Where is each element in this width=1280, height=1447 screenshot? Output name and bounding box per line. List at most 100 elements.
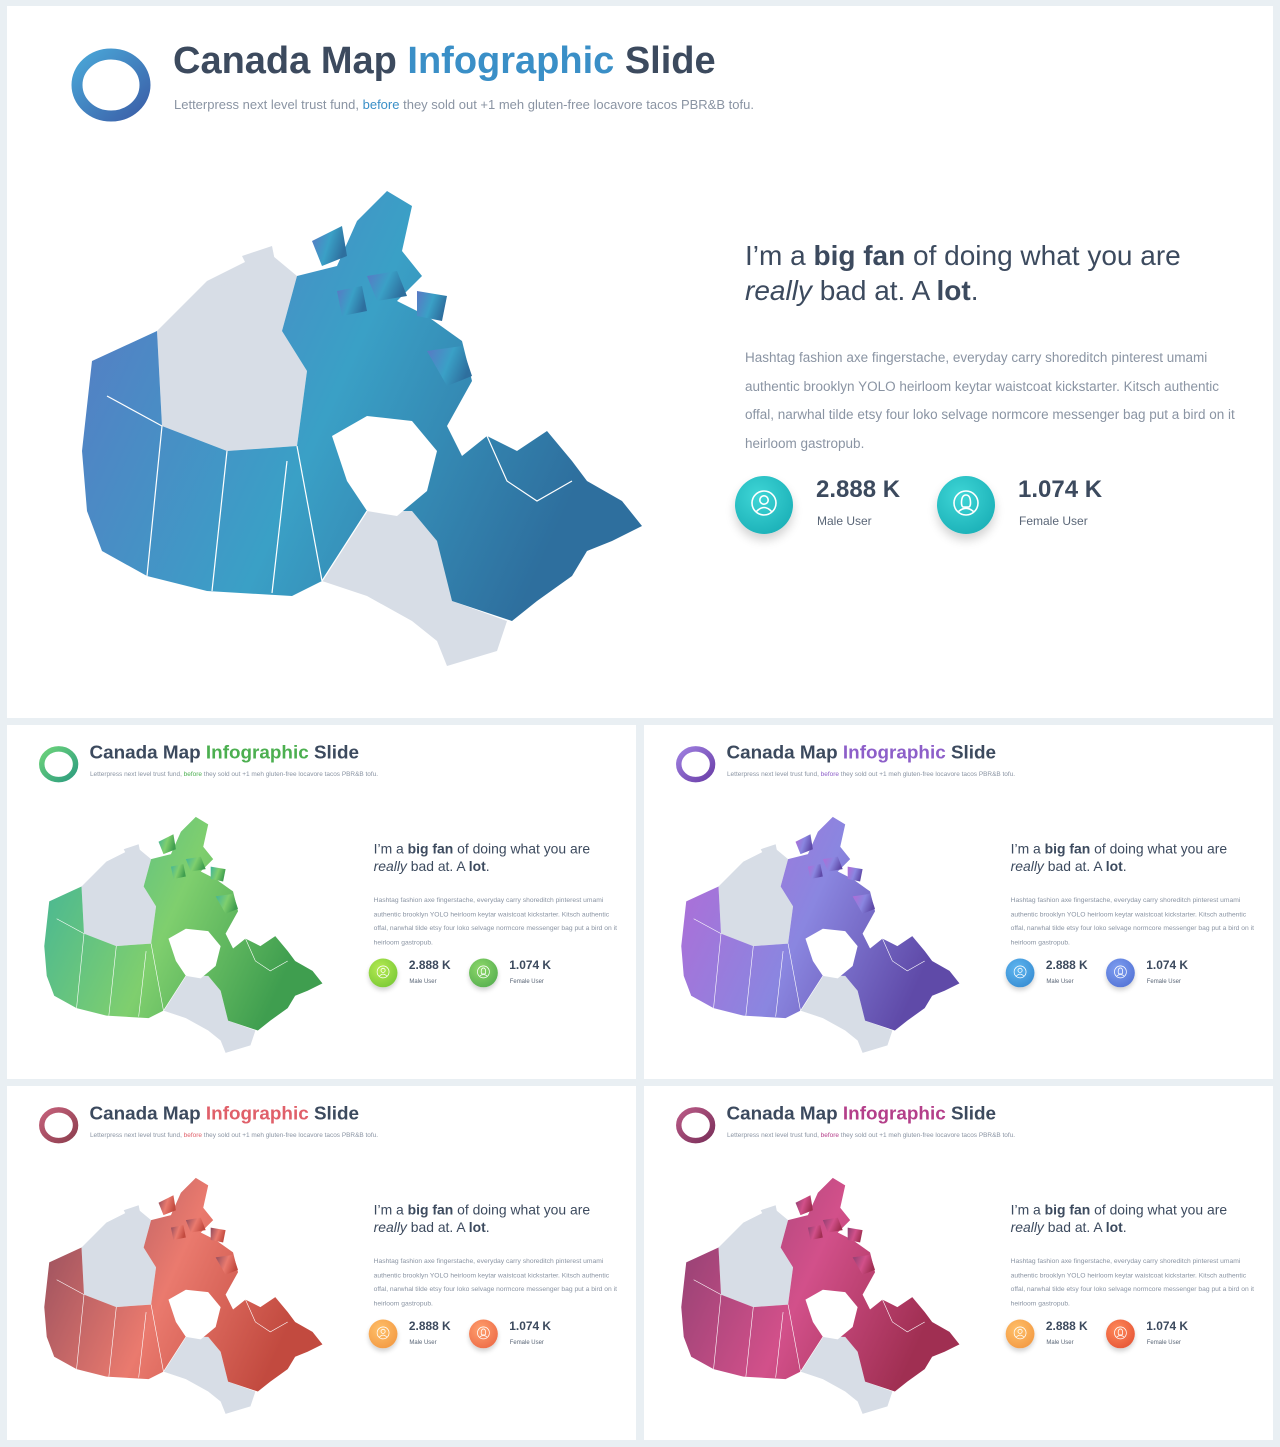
subtitle-part-1: Letterpress next level trust fund, [89,770,184,778]
quote-heading: I’m a big fan of doing what you are real… [374,840,622,875]
slide-magenta: Canada Map Infographic Slide Letterpress… [644,1086,1273,1440]
quote-end: . [1122,1219,1127,1236]
female-user-value: 1.074 K [1146,958,1189,972]
canada-map [82,191,642,666]
female-user-badge [469,958,498,988]
slide-purple: Canada Map Infographic Slide Letterpress… [644,725,1273,1079]
male-user-label: Male User [409,1338,437,1346]
male-user-value: 2.888 K [1045,1319,1088,1333]
quote-heading: I’m a big fan of doing what you are real… [1011,1201,1259,1236]
map-hudson-bay [332,416,437,516]
map-provinces [82,191,642,621]
quote-italic: really [1010,858,1044,875]
male-user-stat: 2.888 K Male User [1005,958,1105,993]
slide-content: Canada Map Infographic Slide Letterpress… [7,725,636,1079]
slide-subtitle: Letterpress next level trust fund, befor… [727,770,1015,777]
female-user-icon [1114,1326,1127,1340]
map-grey-region [81,846,157,947]
body-text: Hashtag fashion axe fingerstache, everyd… [373,895,617,946]
male-user-badge [368,958,398,988]
male-user-value: 2.888 K [408,1319,451,1333]
map-grey-region [81,1207,157,1308]
male-user-value: 2.888 K [408,958,451,972]
map-grey-region [718,846,794,947]
slide-subtitle: Letterpress next level trust fund, befor… [90,1131,378,1138]
map-grey-region [718,1207,794,1308]
map-grey-islands [111,844,142,875]
map-provinces [681,1177,960,1392]
female-user-badge [1106,958,1135,988]
body-text: Hashtag fashion axe fingerstache, everyd… [1010,1256,1254,1307]
map-grey-region [322,511,507,666]
slide-subtitle: Letterpress next level trust fund, befor… [90,770,378,777]
subtitle-part-3: they sold out +1 meh gluten-free locavor… [201,770,379,778]
slide-title: Canada Map Infographic Slide [726,742,996,763]
body-text: Hashtag fashion axe fingerstache, everyd… [373,1256,617,1307]
map-provinces [44,1177,323,1392]
quote-part-3: bad at. A [811,275,937,306]
quote-bold-2: lot [468,858,486,875]
slide-content: Canada Map Infographic Slide Letterpress… [644,725,1273,1079]
female-user-icon [1114,965,1127,979]
quote-bold-1: big fan [813,240,906,271]
title-highlight: Infographic [842,1102,946,1124]
female-user-icon [953,490,979,516]
male-user-label: Male User [817,514,872,528]
title-part-3: Slide [308,1102,360,1124]
quote-bold-1: big fan [407,1202,454,1218]
slide-title: Canada Map Infographic Slide [89,742,359,763]
subtitle-highlight: before [183,770,202,778]
female-user-stat: 1.074 K Female User [469,1319,568,1354]
title-part-3: Slide [308,741,360,763]
female-user-label: Female User [1019,514,1088,528]
ring-logo-icon [39,1107,79,1144]
map-arctic-islands [158,1195,239,1275]
slide-subtitle: Letterpress next level trust fund, befor… [727,1131,1015,1138]
title-part-1: Canada Map [173,40,408,82]
subtitle-part-3: they sold out +1 meh gluten-free locavor… [399,97,754,112]
title-highlight: Infographic [407,40,615,82]
map-grey-islands [217,246,277,306]
quote-part-2: of doing what you are [905,240,1181,271]
canada-map [681,816,960,1053]
female-user-badge [937,476,995,534]
slide-title: Canada Map Infographic Slide [89,1103,359,1124]
female-user-badge [469,1319,498,1349]
male-user-value: 2.888 K [816,476,901,503]
male-user-badge [735,476,793,534]
female-user-value: 1.074 K [1018,476,1103,503]
quote-bold-2: lot [468,1219,486,1236]
quote-end: . [485,858,490,875]
quote-bold-1: big fan [1044,841,1091,857]
ring-logo-icon [676,1107,716,1144]
female-user-value: 1.074 K [509,1319,552,1333]
title-highlight: Infographic [842,741,946,763]
subtitle-part-3: they sold out +1 meh gluten-free locavor… [838,770,1016,778]
subtitle-part-1: Letterpress next level trust fund, [174,97,363,112]
female-user-label: Female User [1146,977,1181,985]
female-user-label: Female User [509,1338,544,1346]
female-user-stat: 1.074 K Female User [1106,958,1205,993]
slide-content: Canada Map Infographic Slide Letterpress… [7,6,1273,718]
subtitle-part-1: Letterpress next level trust fund, [89,1131,184,1139]
map-grey-region [163,1336,256,1414]
quote-bold-2: lot [1105,1219,1123,1236]
quote-part-2: of doing what you are [1090,841,1228,857]
subtitle-part-1: Letterpress next level trust fund, [726,1131,821,1139]
male-user-icon [376,965,390,979]
map-province-borders [56,1279,288,1378]
map-grey-islands [111,1205,142,1236]
subtitle-highlight: before [362,97,400,112]
quote-part-1: I’m a [373,841,408,857]
quote-part-1: I’m a [1010,841,1045,857]
map-arctic-islands [795,1195,876,1275]
quote-bold-2: lot [936,275,971,306]
female-user-stat: 1.074 K Female User [1106,1319,1205,1354]
slide-content: Canada Map Infographic Slide Letterpress… [644,1086,1273,1440]
female-user-value: 1.074 K [1146,1319,1189,1333]
quote-part-2: of doing what you are [453,841,591,857]
quote-end: . [485,1219,490,1236]
quote-italic: really [745,275,812,306]
female-user-badge [1106,1319,1135,1349]
quote-part-3: bad at. A [1043,1219,1106,1236]
